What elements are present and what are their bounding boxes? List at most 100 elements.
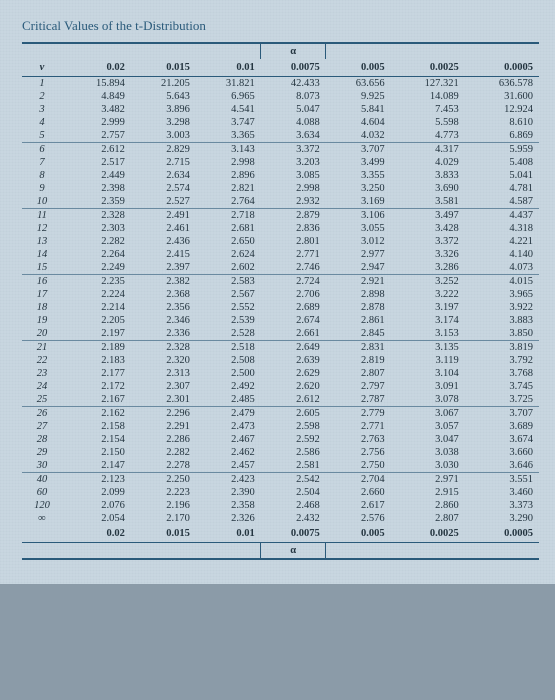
critical-value: 2.552 <box>196 301 261 314</box>
critical-value: 3.055 <box>326 222 391 235</box>
col-header: 0.02 <box>66 59 131 77</box>
critical-value: 8.073 <box>261 90 326 103</box>
critical-value: 2.779 <box>326 407 391 421</box>
critical-value: 2.629 <box>261 367 326 380</box>
critical-value: 2.620 <box>261 380 326 393</box>
critical-value: 2.346 <box>131 314 196 327</box>
critical-value: 2.214 <box>66 301 131 314</box>
critical-value: 2.763 <box>326 433 391 446</box>
df-value: 15 <box>22 261 66 275</box>
df-value: 40 <box>22 473 66 487</box>
col-header: 0.015 <box>131 59 196 77</box>
critical-value: 2.528 <box>196 327 261 341</box>
critical-value: 2.468 <box>261 499 326 512</box>
critical-value: 2.492 <box>196 380 261 393</box>
critical-value: 2.264 <box>66 248 131 261</box>
critical-value: 3.078 <box>391 393 465 407</box>
critical-value: 2.819 <box>326 354 391 367</box>
critical-value: 2.382 <box>131 275 196 289</box>
critical-value: 5.408 <box>465 156 539 169</box>
critical-value: 2.123 <box>66 473 131 487</box>
critical-value: 3.057 <box>391 420 465 433</box>
critical-value: 2.836 <box>261 222 326 235</box>
critical-value: 2.624 <box>196 248 261 261</box>
critical-value: 2.878 <box>326 301 391 314</box>
col-footer: 0.0075 <box>261 525 326 543</box>
critical-value: 2.457 <box>196 459 261 473</box>
critical-value: 2.704 <box>326 473 391 487</box>
critical-value: 2.296 <box>131 407 196 421</box>
critical-value: 2.250 <box>131 473 196 487</box>
critical-value: 2.715 <box>131 156 196 169</box>
critical-value: 3.174 <box>391 314 465 327</box>
critical-value: 2.689 <box>261 301 326 314</box>
critical-value: 2.303 <box>66 222 131 235</box>
df-value: 27 <box>22 420 66 433</box>
critical-value: 31.821 <box>196 77 261 91</box>
critical-value: 2.390 <box>196 486 261 499</box>
critical-value: 4.088 <box>261 116 326 129</box>
blank-corner <box>22 43 66 59</box>
critical-value: 2.674 <box>261 314 326 327</box>
critical-value: 5.643 <box>131 90 196 103</box>
df-value: 13 <box>22 235 66 248</box>
critical-value: 3.689 <box>465 420 539 433</box>
critical-value: 2.612 <box>261 393 326 407</box>
critical-value: 12.924 <box>465 103 539 116</box>
critical-value: 3.290 <box>465 512 539 525</box>
critical-value: 2.358 <box>196 499 261 512</box>
critical-value: 4.604 <box>326 116 391 129</box>
critical-value: 2.831 <box>326 341 391 355</box>
critical-value: 2.998 <box>196 156 261 169</box>
df-value: 30 <box>22 459 66 473</box>
critical-value: 2.479 <box>196 407 261 421</box>
critical-value: 63.656 <box>326 77 391 91</box>
df-value: 8 <box>22 169 66 182</box>
critical-value: 2.449 <box>66 169 131 182</box>
df-value: 11 <box>22 209 66 223</box>
critical-value: 3.047 <box>391 433 465 446</box>
critical-value: 3.030 <box>391 459 465 473</box>
critical-value: 2.861 <box>326 314 391 327</box>
critical-value: 2.432 <box>261 512 326 525</box>
critical-value: 15.894 <box>66 77 131 91</box>
critical-value: 3.169 <box>326 195 391 209</box>
critical-value: 3.551 <box>465 473 539 487</box>
critical-value: 2.706 <box>261 288 326 301</box>
df-value: 22 <box>22 354 66 367</box>
critical-value: 2.491 <box>131 209 196 223</box>
critical-value: 2.661 <box>261 327 326 341</box>
critical-value: 636.578 <box>465 77 539 91</box>
critical-value: 2.756 <box>326 446 391 459</box>
critical-value: 2.612 <box>66 143 131 157</box>
critical-value: 2.518 <box>196 341 261 355</box>
df-value: 16 <box>22 275 66 289</box>
critical-value: 2.328 <box>66 209 131 223</box>
critical-value: 2.915 <box>391 486 465 499</box>
critical-value: 2.592 <box>261 433 326 446</box>
critical-value: 3.581 <box>391 195 465 209</box>
critical-value: 2.301 <box>131 393 196 407</box>
critical-value: 3.372 <box>261 143 326 157</box>
critical-value: 3.298 <box>131 116 196 129</box>
df-value: ∞ <box>22 512 66 525</box>
df-value: 14 <box>22 248 66 261</box>
critical-value: 3.222 <box>391 288 465 301</box>
col-footer: 0.0005 <box>465 525 539 543</box>
df-value: 5 <box>22 129 66 143</box>
critical-value: 9.925 <box>326 90 391 103</box>
df-value: 18 <box>22 301 66 314</box>
df-value: 28 <box>22 433 66 446</box>
critical-value: 2.076 <box>66 499 131 512</box>
critical-value: 2.423 <box>196 473 261 487</box>
critical-value: 2.278 <box>131 459 196 473</box>
critical-value: 3.745 <box>465 380 539 393</box>
critical-value: 3.896 <box>131 103 196 116</box>
critical-value: 4.587 <box>465 195 539 209</box>
critical-value: 3.674 <box>465 433 539 446</box>
critical-value: 4.015 <box>465 275 539 289</box>
col-footer: 0.01 <box>196 525 261 543</box>
critical-value: 5.598 <box>391 116 465 129</box>
critical-value: 3.373 <box>465 499 539 512</box>
critical-value: 3.372 <box>391 235 465 248</box>
